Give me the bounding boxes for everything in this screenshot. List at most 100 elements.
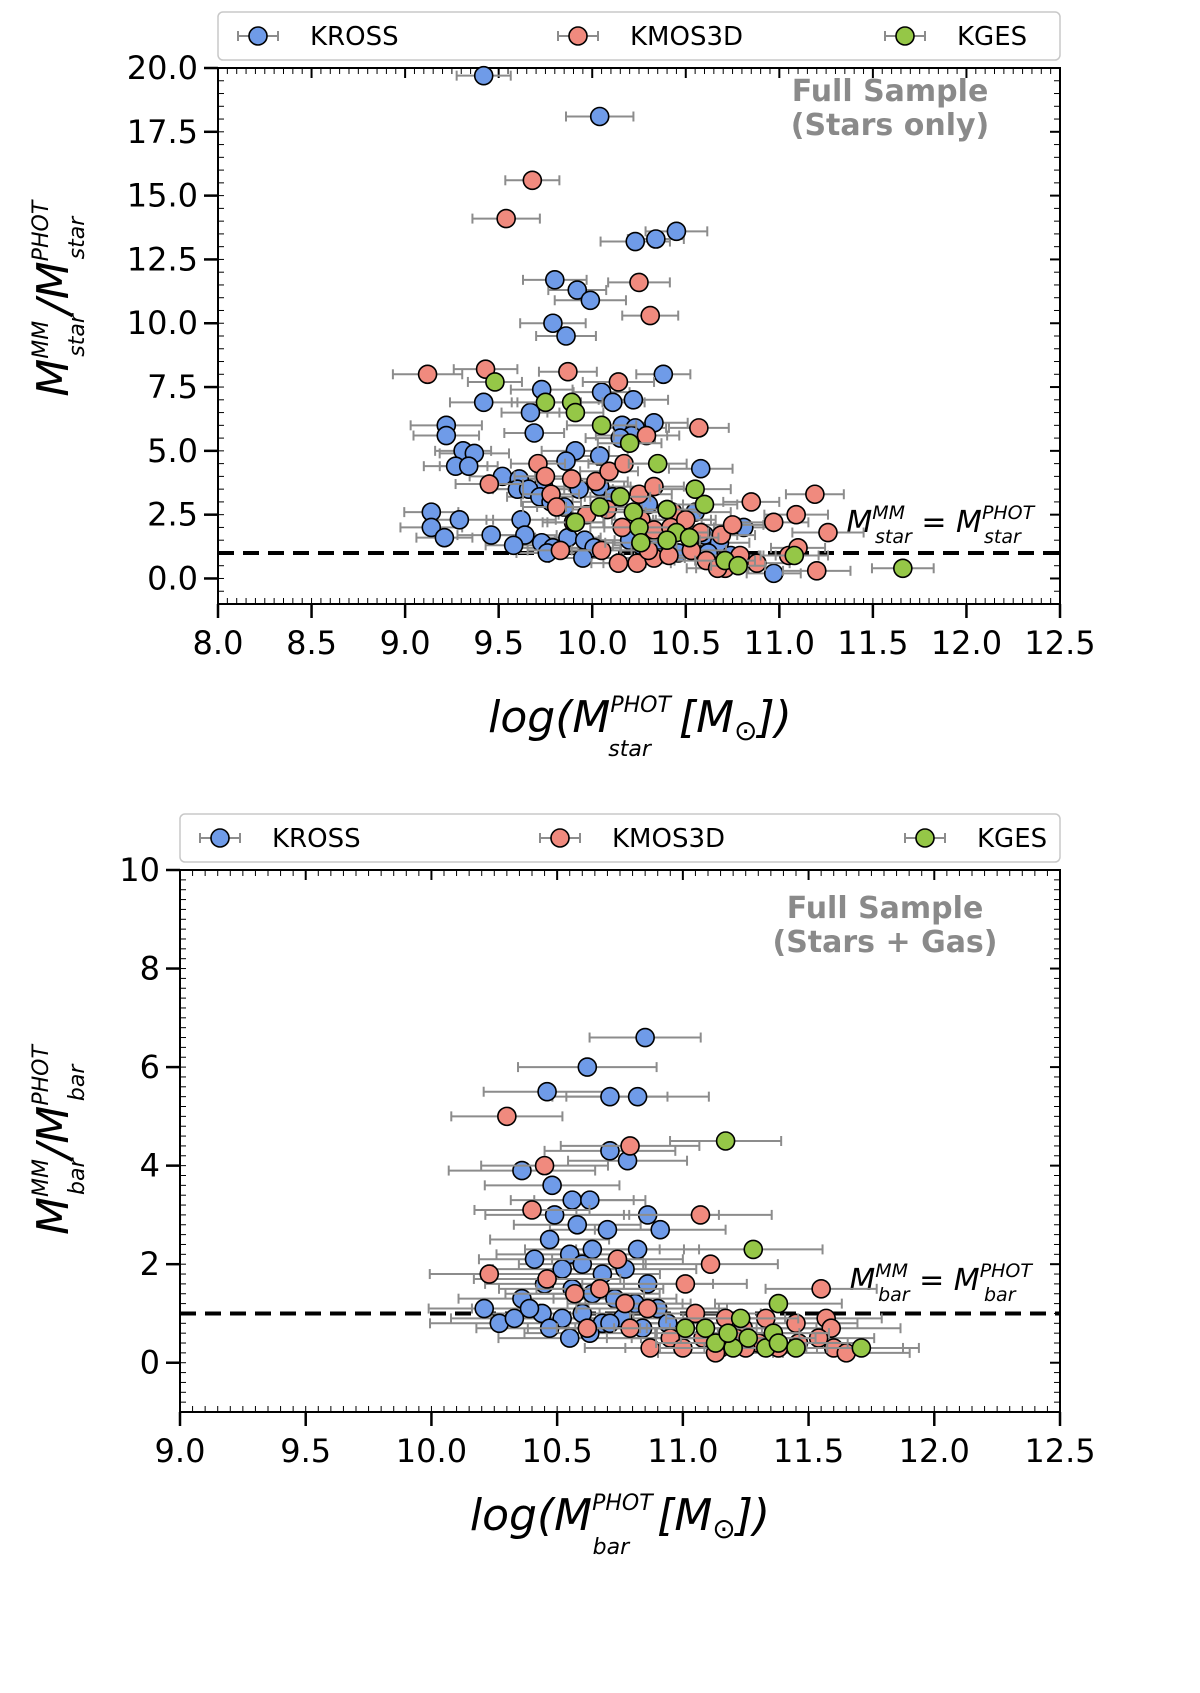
data-point-kges xyxy=(718,1323,738,1343)
x-tick-label: 8.5 xyxy=(286,624,337,662)
x-label-end: ]) xyxy=(756,692,792,743)
y-tick-label: 15.0 xyxy=(127,177,198,215)
data-point-kross xyxy=(520,402,541,423)
data-point-kmos3d xyxy=(805,484,825,505)
legend-label-kross: KROSS xyxy=(272,824,361,854)
data-point-kross xyxy=(600,1141,620,1161)
data-point-kges xyxy=(679,527,700,548)
data-point-kmos3d xyxy=(763,512,784,533)
ref-label-eq: = M xyxy=(910,1263,980,1298)
data-point-kross xyxy=(627,1239,648,1260)
y-tick-label: 0.0 xyxy=(147,559,198,597)
x-tick-label: 11.5 xyxy=(773,1432,844,1470)
data-point-kmos3d xyxy=(497,1106,517,1127)
data-point-kmos3d xyxy=(608,372,629,392)
x-tick-label: 10.0 xyxy=(557,624,628,662)
data-point-kross xyxy=(690,458,711,479)
x-tick-label: 9.0 xyxy=(380,624,431,662)
data-point-kross xyxy=(635,1027,655,1048)
data-point-kmos3d xyxy=(637,1298,658,1319)
x-label-sup: PHOT xyxy=(592,1491,654,1516)
data-point-kges xyxy=(738,1328,759,1348)
data-point-kross xyxy=(503,535,524,556)
y-label-num-sup: MM xyxy=(29,321,54,359)
y-label-num-sub: star xyxy=(65,312,90,357)
x-label-sup: PHOT xyxy=(610,693,672,718)
data-point-kmos3d xyxy=(537,1269,557,1289)
x-tick-label: 10.0 xyxy=(396,1432,467,1470)
data-point-kmos3d xyxy=(479,1264,500,1284)
data-point-kross xyxy=(577,1057,598,1077)
data-point-kross xyxy=(625,231,646,252)
data-point-kges xyxy=(657,530,677,550)
y-tick-label: 8 xyxy=(140,950,160,988)
data-point-kges xyxy=(694,494,715,515)
data-point-kmos3d xyxy=(577,1318,598,1339)
x-tick-label: 12.5 xyxy=(1024,1432,1095,1470)
data-point-kges xyxy=(565,512,586,533)
data-point-kmos3d xyxy=(561,469,582,489)
annotation-line1: Full Sample xyxy=(787,891,984,926)
data-point-kross xyxy=(627,1086,648,1107)
data-point-kges xyxy=(851,1338,872,1358)
legend-label-kmos3d: KMOS3D xyxy=(612,824,725,854)
data-point-kmos3d xyxy=(629,272,649,293)
data-point-kross xyxy=(524,1249,545,1270)
y-label-den-sub: star xyxy=(65,215,90,260)
data-point-kmos3d xyxy=(786,1313,806,1334)
x-tick-label: 10.5 xyxy=(650,624,721,662)
data-point-kross xyxy=(474,1298,495,1319)
legend-box xyxy=(217,11,1061,61)
series-kges xyxy=(613,1131,920,1358)
data-point-kross xyxy=(646,229,666,249)
data-point-kges xyxy=(893,558,913,579)
data-point-kmos3d xyxy=(818,522,838,543)
data-point-kges xyxy=(784,545,805,566)
data-point-kges xyxy=(565,402,586,423)
y-label-num: M xyxy=(28,1197,79,1235)
x-label-base: log(M xyxy=(470,1490,592,1541)
y-tick-label: 0 xyxy=(140,1344,160,1382)
data-point-kross xyxy=(524,423,545,443)
reference-label: MMM star = MPHOT star xyxy=(846,502,1035,548)
data-point-kmos3d xyxy=(607,1249,628,1270)
data-point-kges xyxy=(631,532,651,553)
data-point-kross xyxy=(473,65,494,86)
y-tick-label: 12.5 xyxy=(127,240,198,278)
data-point-kross xyxy=(589,446,610,466)
ref-label-sub: bar xyxy=(878,1284,911,1306)
ref-label-sup: MM xyxy=(875,1260,908,1282)
y-label-den-sup: PHOT xyxy=(29,199,54,261)
data-point-kmos3d xyxy=(522,1200,542,1220)
y-tick-label: 7.5 xyxy=(147,368,198,406)
data-point-kross xyxy=(504,1308,525,1329)
y-tick-label: 10.0 xyxy=(127,304,198,342)
data-point-kges xyxy=(685,479,705,499)
legend-marker-kges xyxy=(915,828,935,848)
data-point-kmos3d xyxy=(741,492,762,512)
data-point-kross xyxy=(556,326,576,346)
x-label-base: log(M xyxy=(488,692,610,743)
annotation-line2: (Stars + Gas) xyxy=(772,925,997,960)
legend: KROSS KMOS3D KGES xyxy=(179,813,1061,863)
data-point-kross xyxy=(573,548,593,568)
data-point-kross xyxy=(567,280,588,300)
data-point-kges xyxy=(695,1318,716,1339)
y-label-den-sup: PHOT xyxy=(29,1044,54,1106)
x-tick-label: 11.0 xyxy=(744,624,815,662)
y-tick-label: 4 xyxy=(140,1147,160,1185)
data-point-kmos3d xyxy=(615,1293,635,1314)
ref-label-m: M xyxy=(849,1263,875,1298)
data-point-kmos3d xyxy=(690,1205,711,1225)
ref-label-eq: = M xyxy=(912,505,982,540)
data-point-kmos3d xyxy=(586,471,606,492)
legend-marker-kges xyxy=(895,26,915,46)
y-label-den: /M xyxy=(28,1106,79,1163)
x-label-end: ]) xyxy=(734,1490,770,1541)
data-point-kmos3d xyxy=(722,515,743,535)
data-point-kross xyxy=(559,1328,580,1348)
ref-label-sup2: PHOT xyxy=(982,502,1036,524)
x-tick-label: 9.0 xyxy=(155,1432,206,1470)
data-point-kges xyxy=(675,1318,696,1339)
data-point-kross xyxy=(589,106,610,127)
